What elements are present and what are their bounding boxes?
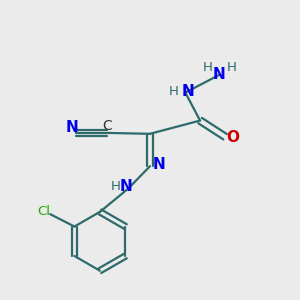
Text: H: H bbox=[202, 61, 212, 74]
Text: N: N bbox=[213, 68, 226, 82]
Text: N: N bbox=[152, 157, 165, 172]
Text: H: H bbox=[227, 61, 237, 74]
Text: C: C bbox=[102, 119, 112, 133]
Text: O: O bbox=[226, 130, 239, 145]
Text: H: H bbox=[111, 180, 121, 193]
Text: Cl: Cl bbox=[37, 205, 50, 218]
Text: H: H bbox=[169, 85, 178, 98]
Text: N: N bbox=[120, 179, 133, 194]
Text: N: N bbox=[66, 119, 78, 134]
Text: N: N bbox=[182, 84, 195, 99]
